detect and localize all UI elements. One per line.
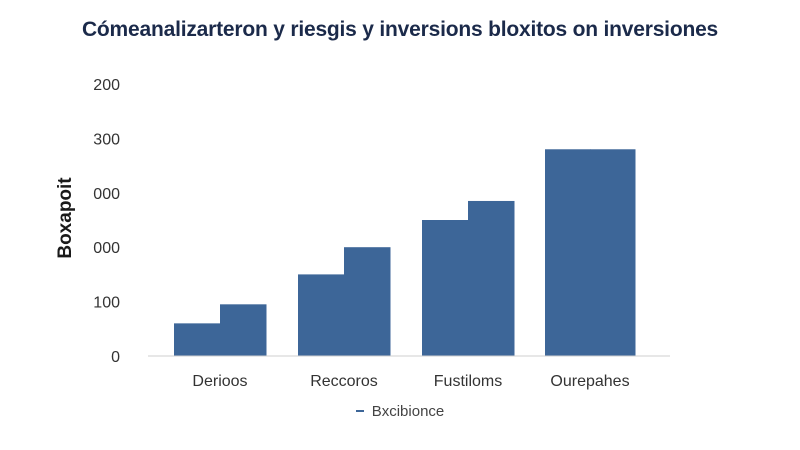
legend: Bxcibionce: [0, 403, 800, 420]
x-axis-labels: Derioos Reccoros Fustiloms Ourepahes: [192, 373, 629, 390]
legend-swatch: [355, 410, 364, 413]
bar: [220, 304, 267, 356]
chart-title: Cómeanalizarteron y riesgis y inversions…: [81, 18, 719, 41]
bar: [545, 149, 591, 356]
bar: [344, 247, 391, 356]
bar: [174, 323, 221, 356]
bar: [298, 274, 345, 356]
y-tick-label: 200: [93, 77, 120, 94]
y-tick-label: 300: [93, 131, 120, 148]
x-category-label: Derioos: [192, 373, 247, 390]
bar: [468, 200, 515, 356]
y-tick-label: 100: [93, 295, 120, 312]
x-category-label: Ourepahes: [550, 373, 629, 390]
bar: [590, 149, 636, 356]
legend-label: Bxcibionce: [371, 403, 445, 420]
x-category-label: Reccoros: [310, 373, 378, 390]
bar: [422, 220, 469, 356]
y-tick-label: 000: [93, 186, 120, 203]
x-category-label: Fustiloms: [434, 373, 502, 390]
y-axis-ticks: 0 100 000 000 300 200: [93, 77, 120, 366]
y-tick-label: 000: [93, 240, 120, 257]
bars: [174, 149, 636, 356]
y-tick-label: 0: [111, 349, 120, 366]
